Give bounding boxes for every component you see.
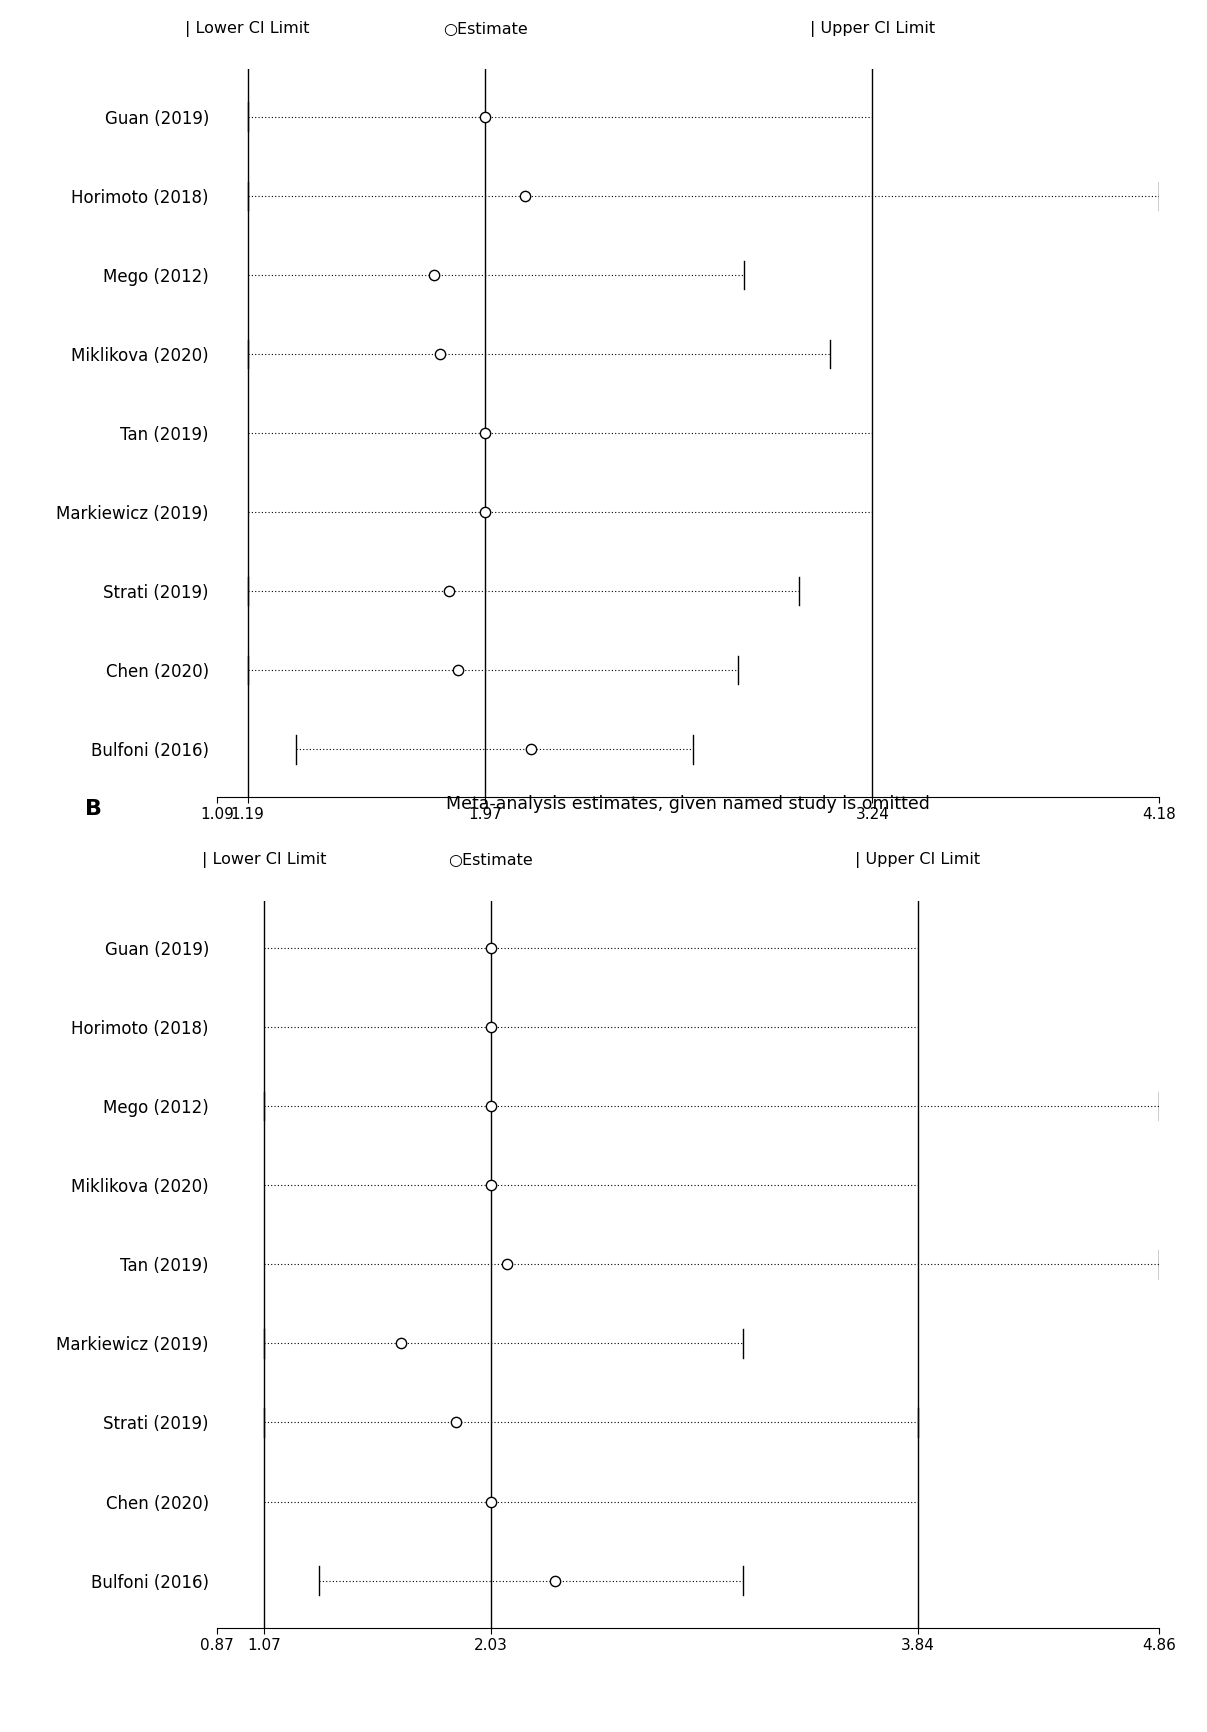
Text: | Upper CI Limit: | Upper CI Limit — [856, 852, 980, 868]
Point — [482, 1093, 501, 1121]
Point — [424, 262, 443, 289]
Text: | Lower CI Limit: | Lower CI Limit — [203, 852, 327, 868]
Text: | Lower CI Limit: | Lower CI Limit — [186, 21, 310, 36]
Point — [482, 1013, 501, 1041]
Text: Meta-analysis estimates, given named study is omitted: Meta-analysis estimates, given named stu… — [447, 795, 929, 814]
Point — [476, 499, 495, 527]
Point — [430, 339, 449, 367]
Text: B: B — [86, 798, 103, 819]
Point — [515, 182, 535, 210]
Point — [448, 656, 467, 684]
Point — [476, 419, 495, 447]
Point — [482, 1488, 501, 1516]
Point — [482, 1171, 501, 1199]
Point — [497, 1251, 517, 1278]
Text: ○Estimate: ○Estimate — [449, 852, 533, 868]
Point — [521, 736, 541, 764]
Point — [482, 934, 501, 961]
Point — [476, 102, 495, 130]
Point — [439, 577, 459, 604]
Point — [391, 1330, 410, 1358]
Text: | Upper CI Limit: | Upper CI Limit — [810, 21, 935, 36]
Point — [546, 1567, 565, 1595]
Point — [445, 1408, 465, 1436]
Text: ○Estimate: ○Estimate — [443, 21, 527, 36]
